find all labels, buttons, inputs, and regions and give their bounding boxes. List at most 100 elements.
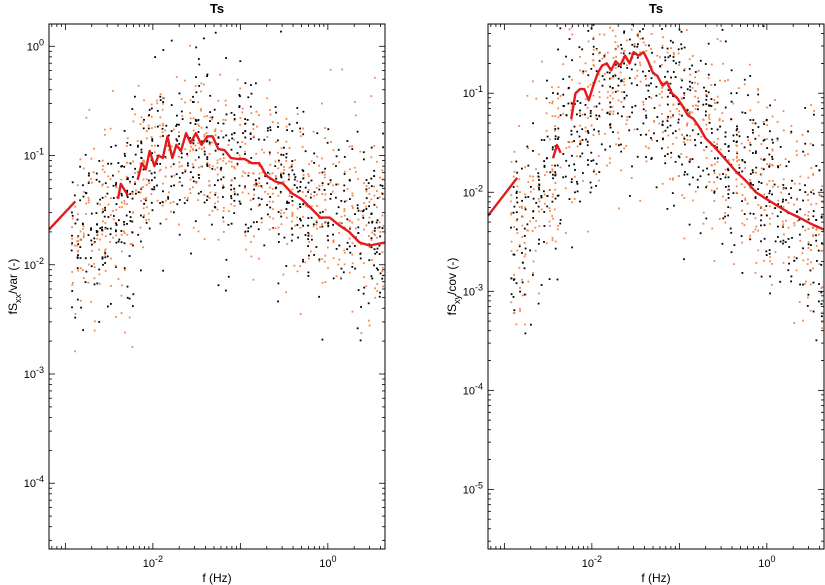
scatter-point [104,206,106,209]
scatter-point [99,227,102,230]
scatter-point [755,166,758,169]
scatter-point [245,248,247,251]
scatter-point [754,137,757,140]
scatter-point [708,121,711,124]
scatter-point [766,214,768,217]
scatter-point [197,199,200,201]
scatter-point [239,146,242,148]
scatter-point [88,172,90,175]
scatter-point [548,101,551,104]
scatter-point [194,123,197,125]
scatter-point [375,221,378,224]
scatter-point [760,205,762,208]
scatter-point [749,75,752,77]
scatter-point [751,122,754,125]
scatter-point [713,181,715,184]
scatter-point [686,123,688,126]
scatter-point [120,241,123,244]
scatter-point [151,140,154,142]
scatter-point [280,209,283,212]
scatter-point [592,24,595,26]
scatter-point [754,122,757,125]
scatter-point [200,140,203,143]
scatter-point [749,234,752,237]
scatter-point [222,231,225,233]
scatter-point [582,72,584,75]
scatter-point [711,132,713,134]
scatter-point [101,229,104,232]
scatter-point [705,146,708,148]
scatter-point [691,111,694,114]
scatter-point [299,181,302,183]
scatter-point [313,191,316,193]
scatter-point [538,153,540,156]
scatter-point [678,128,681,131]
scatter-point [110,146,113,148]
scatter-point [727,214,729,217]
scatter-point [291,160,294,162]
scatter-point [703,149,705,151]
scatter-point [551,168,554,171]
scatter-point [175,76,178,78]
scatter-point [316,155,319,158]
scatter-point [175,125,178,127]
scatter-point [601,57,604,60]
scatter-point [327,183,330,186]
scatter-point [142,168,145,171]
scatter-point [678,156,681,159]
scatter-point [730,100,733,103]
scatter-point [183,196,186,199]
scatter-point [150,107,153,110]
scatter-point [211,118,214,121]
scatter-point [217,99,220,102]
scatter-point [551,100,554,103]
scatter-point [762,139,765,142]
scatter-point [672,143,674,145]
scatter-point [552,177,554,180]
y-tick-label: 10-3 [463,282,483,298]
scatter-point [238,200,241,203]
scatter-point [598,73,601,76]
scatter-point [302,127,305,130]
scatter-point [332,241,335,244]
scatter-point [349,227,351,230]
scatter-point [716,101,719,104]
scatter-point [307,271,310,274]
scatter-point [516,218,519,221]
scatter-point [815,227,818,229]
scatter-point [598,115,601,118]
scatter-point [87,182,90,184]
scatter-point [304,186,307,189]
scatter-point [277,300,279,303]
scatter-point [680,43,683,46]
scatter-point [120,178,123,181]
scatter-point [337,183,340,186]
scatter-point [674,130,677,132]
scatter-point [324,127,326,129]
scatter-point [315,221,318,224]
scatter-point [785,165,788,168]
scatter-point [263,138,266,141]
scatter-point [706,167,708,170]
scatter-point [189,122,192,124]
scatter-point [143,99,145,102]
scatter-point [692,176,694,179]
scatter-point [587,132,590,134]
scatter-point [123,242,126,245]
scatter-point [661,44,664,47]
scatter-point [120,312,123,314]
scatter-point [821,321,823,323]
scatter-point [694,71,697,73]
scatter-point [543,164,546,167]
scatter-point [799,233,801,236]
scatter-point [318,295,320,298]
scatter-point [796,210,799,213]
scatter-point [255,82,257,85]
median-line-segment [570,50,825,231]
scatter-point [617,99,620,102]
scatter-point [348,271,351,274]
scatter-point [280,173,282,176]
scatter-point [732,140,735,142]
scatter-point [523,227,526,230]
scatter-point [738,167,741,169]
